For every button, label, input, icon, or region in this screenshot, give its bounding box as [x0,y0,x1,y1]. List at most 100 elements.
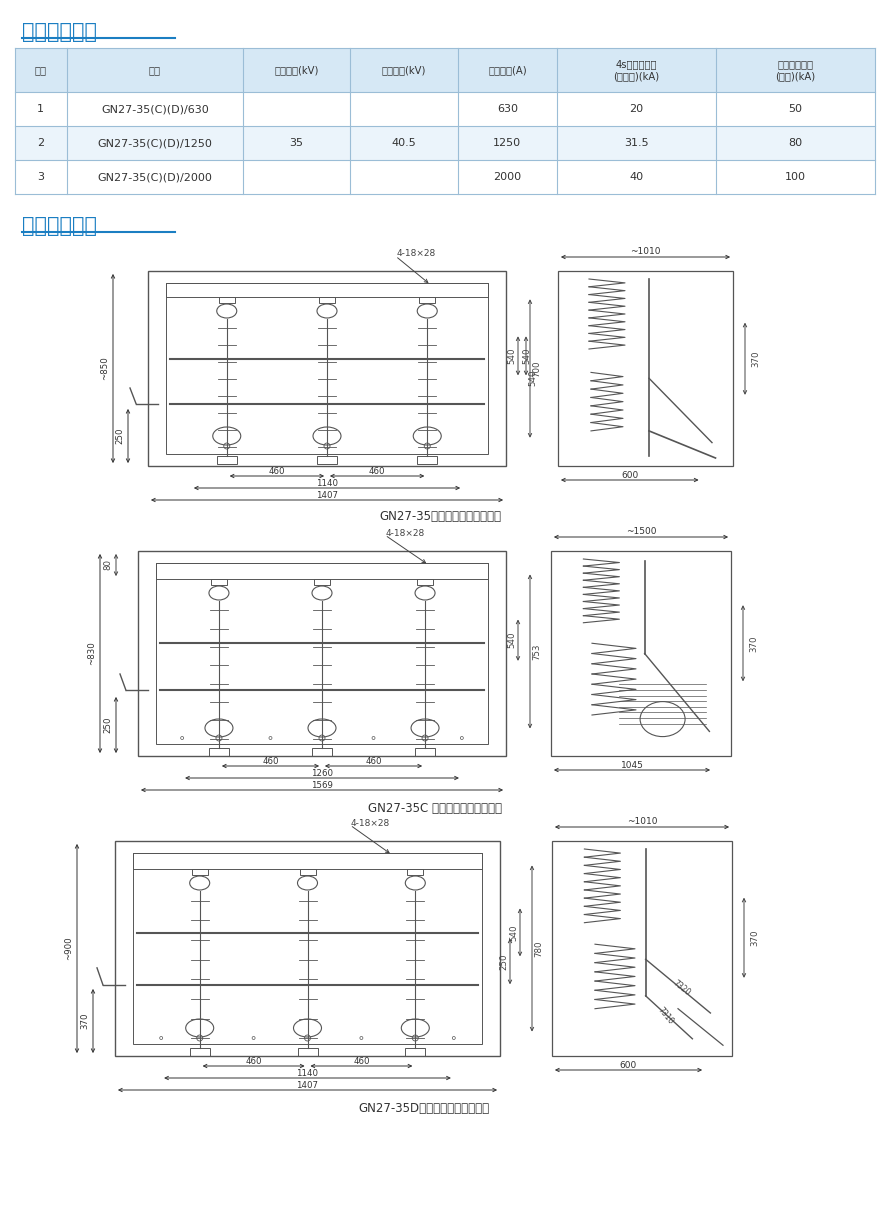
Text: 540: 540 [522,348,531,364]
Text: 370: 370 [80,1013,89,1030]
Text: 250: 250 [499,953,508,969]
Text: ~900: ~900 [64,936,73,961]
Text: 370: 370 [751,351,760,368]
Bar [133,853,482,869]
Bar [415,748,435,756]
Text: 50: 50 [789,104,803,114]
Bar [209,748,229,756]
Text: ~1010: ~1010 [630,247,660,256]
Text: ~1500: ~1500 [626,528,656,536]
Bar [133,853,482,1044]
Text: 540: 540 [507,632,516,649]
Text: 2000: 2000 [493,172,522,182]
Text: 1407: 1407 [316,490,338,500]
Text: 40: 40 [629,172,643,182]
Bar [417,579,433,585]
Bar [314,579,330,585]
Text: 370: 370 [749,634,758,651]
Bar [15,92,875,126]
Text: GN27-35隔离开关外形安装尺寸: GN27-35隔离开关外形安装尺寸 [379,509,501,523]
Text: 460: 460 [263,757,279,765]
Bar [405,1048,425,1057]
Bar [217,456,237,465]
Text: 1140: 1140 [316,478,338,488]
Text: 4s热稳定电流
(有效值)(kA): 4s热稳定电流 (有效值)(kA) [613,59,659,81]
Text: 250: 250 [103,717,112,733]
Text: 4-18×28: 4-18×28 [396,250,436,258]
Bar [408,869,424,875]
Text: GN27-35C 隔离开关外形安装尺寸: GN27-35C 隔离开关外形安装尺寸 [368,802,501,814]
Text: 额定电流(A): 额定电流(A) [488,66,527,75]
Text: 80: 80 [103,559,112,570]
Text: 540: 540 [509,924,518,940]
Bar [115,841,500,1057]
Bar [190,1048,210,1057]
Text: 460: 460 [368,467,385,475]
Bar [551,551,731,756]
Text: 1140: 1140 [296,1069,319,1077]
Text: 40.5: 40.5 [392,138,417,148]
Bar [191,869,207,875]
Bar [148,270,506,466]
Text: 2: 2 [37,138,44,148]
Text: 1407: 1407 [296,1081,319,1089]
Text: 35: 35 [289,138,303,148]
Text: 20: 20 [629,104,643,114]
Text: 主要技术参数: 主要技术参数 [22,22,97,42]
Bar [166,283,488,297]
Text: 630: 630 [497,104,518,114]
Text: GN27-35(C)(D)/2000: GN27-35(C)(D)/2000 [97,172,212,182]
Text: 最高电压(kV): 最高电压(kV) [382,66,426,75]
Text: 额定电压(kV): 额定电压(kV) [274,66,319,75]
Text: 460: 460 [269,467,285,475]
Text: 540: 540 [507,348,516,364]
Bar [419,297,435,303]
Bar [15,160,875,194]
Text: 250: 250 [115,428,124,444]
Text: 700: 700 [532,360,541,377]
Text: 540: 540 [528,370,537,387]
Bar [156,563,488,579]
Text: 780: 780 [534,940,543,957]
Bar [138,551,506,756]
Text: GN27-35D隔离开关外形安装尺寸: GN27-35D隔离开关外形安装尺寸 [358,1101,490,1115]
Text: 4-18×28: 4-18×28 [386,529,425,537]
Bar [211,579,227,585]
Bar [319,297,335,303]
Bar [417,456,437,465]
Text: 7320: 7320 [671,979,692,998]
Bar [15,49,875,92]
Text: 7310: 7310 [656,1006,676,1026]
Text: 600: 600 [621,471,638,479]
Text: 31.5: 31.5 [624,138,649,148]
Bar [558,270,733,466]
Text: 753: 753 [532,643,541,660]
Text: 460: 460 [246,1057,262,1065]
Bar [219,297,235,303]
Bar [317,456,337,465]
Text: GN27-35(C)(D)/630: GN27-35(C)(D)/630 [101,104,208,114]
Text: 外形安装尺寸: 外形安装尺寸 [22,216,97,237]
Text: 1569: 1569 [312,780,333,790]
Bar [297,1048,318,1057]
Text: 80: 80 [789,138,803,148]
Text: GN27-35(C)(D)/1250: GN27-35(C)(D)/1250 [97,138,212,148]
Text: 序号: 序号 [35,66,47,75]
Text: 3: 3 [37,172,44,182]
Text: 4-18×28: 4-18×28 [351,819,390,827]
Text: 动力稳定电流
(峰值)(kA): 动力稳定电流 (峰值)(kA) [775,59,815,81]
Bar [312,748,332,756]
Text: 460: 460 [365,757,382,765]
Bar [156,563,488,744]
Text: ~1010: ~1010 [627,818,657,826]
Text: 370: 370 [750,929,759,946]
Bar [300,869,315,875]
Text: 1250: 1250 [493,138,522,148]
Bar [166,283,488,454]
Text: 1: 1 [37,104,44,114]
Text: ~850: ~850 [100,357,109,381]
Text: 600: 600 [619,1060,637,1070]
Text: 100: 100 [785,172,806,182]
Text: 1045: 1045 [620,761,643,769]
Text: ~830: ~830 [87,642,96,666]
